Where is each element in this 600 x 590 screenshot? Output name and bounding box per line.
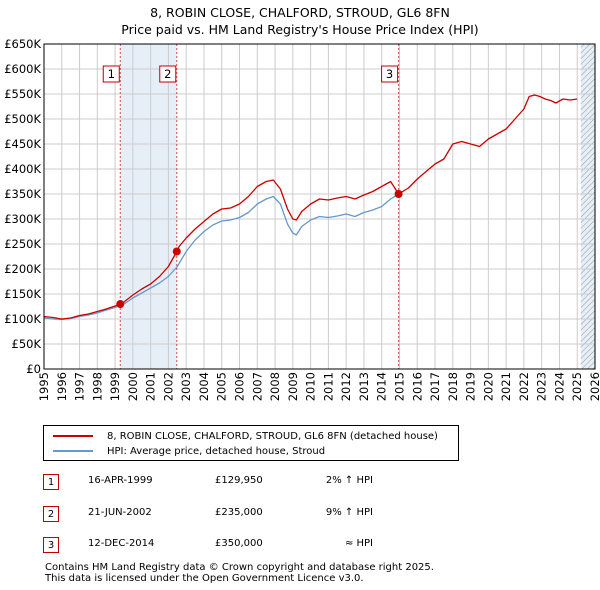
x-tick-label: 2014 <box>375 372 389 401</box>
x-tick-label: 2017 <box>428 372 442 401</box>
x-tick-label: 1995 <box>37 372 51 401</box>
x-axis-ticks: 1995 1996 1997 1998 1999 2000 2001 2002 2003 2004… <box>37 372 600 401</box>
footer: Contains HM Land Registry data © Crown c… <box>45 562 434 584</box>
transaction-price: £235,000 <box>215 507 263 518</box>
y-tick-label: £500K <box>4 112 41 126</box>
y-tick-label: £350K <box>4 187 41 201</box>
y-tick-label: £0 <box>26 362 41 376</box>
y-tick-label: £300K <box>4 212 41 226</box>
price-chart: 1 2 3 £0 £50K £100K £150K £200K £250K £300K £350K… <box>4 37 600 401</box>
transaction-hpi: 9% ↑ HPI <box>325 507 373 518</box>
x-tick-label: 1997 <box>73 372 87 401</box>
transaction-number: 3 <box>43 537 59 553</box>
transaction-row: 3 12-DEC-2014 £350,000 ≈ HPI <box>43 537 423 553</box>
sale-label-box <box>102 65 120 83</box>
legend-swatch-property <box>53 435 93 437</box>
x-tick-label: 2005 <box>215 372 229 401</box>
x-tick-label: 1998 <box>90 372 104 401</box>
sale-point <box>172 247 181 256</box>
x-tick-label: 2021 <box>499 372 513 401</box>
transaction-date: 16-APR-1999 <box>88 475 153 486</box>
transaction-price: £350,000 <box>215 538 263 549</box>
y-tick-label: £150K <box>4 287 41 301</box>
x-tick-label: 2020 <box>481 372 495 401</box>
sale-label: 3 <box>386 67 393 81</box>
x-tick-label: 2016 <box>410 372 424 401</box>
transaction-hpi: ≈ HPI <box>344 538 373 549</box>
x-tick-label: 2001 <box>144 372 158 401</box>
hpi-line <box>43 193 399 321</box>
x-tick-label: 2019 <box>464 372 478 401</box>
transaction-number: 1 <box>43 474 59 490</box>
x-tick-label: 2010 <box>304 372 318 401</box>
plot-frame <box>43 43 596 370</box>
y-tick-label: £450K <box>4 137 41 151</box>
y-tick-label: £650K <box>4 37 41 51</box>
legend-item-property: 8, ROBIN CLOSE, CHALFORD, STROUD, GL6 8F… <box>53 429 438 443</box>
transaction-date: 12-DEC-2014 <box>88 538 155 549</box>
x-tick-label: 2018 <box>446 372 460 401</box>
x-tick-label: 2004 <box>197 372 211 401</box>
y-tick-label: £550K <box>4 87 41 101</box>
transaction-hpi: 2% ↑ HPI <box>325 475 373 486</box>
sale-label-box <box>159 65 177 83</box>
x-tick-label: 2022 <box>517 372 531 401</box>
x-tick-label: 1996 <box>55 372 69 401</box>
legend-swatch-hpi <box>53 450 93 452</box>
sale-point <box>116 300 125 309</box>
footer-licence: This data is licensed under the Open Gov… <box>45 573 364 584</box>
x-tick-label: 2026 <box>588 372 600 401</box>
x-tick-label: 2012 <box>339 372 353 401</box>
transaction-row: 1 16-APR-1999 £129,950 2% ↑ HPI <box>43 474 423 490</box>
x-tick-label: 2024 <box>552 372 566 401</box>
shaded-period <box>120 44 177 369</box>
sale-markers <box>116 190 403 309</box>
x-tick-label: 2000 <box>126 372 140 401</box>
y-tick-label: £400K <box>4 162 41 176</box>
property-price-line <box>43 94 578 320</box>
y-tick-label: £100K <box>4 312 41 326</box>
shaded-periods <box>120 44 595 369</box>
sale-label: 2 <box>164 67 171 81</box>
x-tick-label: 2009 <box>286 372 300 401</box>
chart-title-line1: 8, ROBIN CLOSE, CHALFORD, STROUD, GL6 8F… <box>150 5 450 20</box>
x-tick-label: 2025 <box>570 372 584 401</box>
x-tick-label: 2013 <box>357 372 371 401</box>
x-tick-label: 2007 <box>250 372 264 401</box>
y-tick-label: £600K <box>4 62 41 76</box>
x-tick-label: 2015 <box>392 372 406 401</box>
x-tick-label: 2023 <box>535 372 549 401</box>
sale-labels: 1 2 3 <box>102 65 399 83</box>
x-tick-label: 1999 <box>108 372 122 401</box>
y-axis-ticks: £0 £50K £100K £150K £200K £250K £300K £350K £400… <box>4 37 41 376</box>
transaction-number: 2 <box>43 506 59 522</box>
legend-label-property: 8, ROBIN CLOSE, CHALFORD, STROUD, GL6 8F… <box>107 430 438 442</box>
x-tick-label: 2002 <box>161 372 175 401</box>
y-tick-label: £250K <box>4 237 41 251</box>
x-tick-label: 2003 <box>179 372 193 401</box>
chart-title-line2: Price paid vs. HM Land Registry's House … <box>121 22 479 37</box>
legend: 8, ROBIN CLOSE, CHALFORD, STROUD, GL6 8F… <box>43 425 459 461</box>
x-tick-label: 2011 <box>321 372 335 401</box>
y-tick-label: £200K <box>4 262 41 276</box>
legend-label-hpi: HPI: Average price, detached house, Stro… <box>107 445 326 457</box>
sale-label-box <box>381 65 399 83</box>
sale-label: 1 <box>108 67 115 81</box>
footer-copyright: Contains HM Land Registry data © Crown c… <box>45 562 434 573</box>
transaction-row: 2 21-JUN-2002 £235,000 9% ↑ HPI <box>43 506 423 522</box>
sale-point <box>394 190 403 198</box>
series-lines <box>43 94 578 321</box>
forecast-hatch <box>580 44 595 369</box>
legend-item-hpi: HPI: Average price, detached house, Stro… <box>53 444 325 458</box>
x-tick-label: 2008 <box>268 372 282 401</box>
transaction-date: 21-JUN-2002 <box>88 507 152 518</box>
y-tick-label: £50K <box>12 337 42 351</box>
chart-title: 8, ROBIN CLOSE, CHALFORD, STROUD, GL6 8F… <box>0 4 600 38</box>
transaction-price: £129,950 <box>215 475 263 486</box>
x-tick-label: 2006 <box>233 372 247 401</box>
